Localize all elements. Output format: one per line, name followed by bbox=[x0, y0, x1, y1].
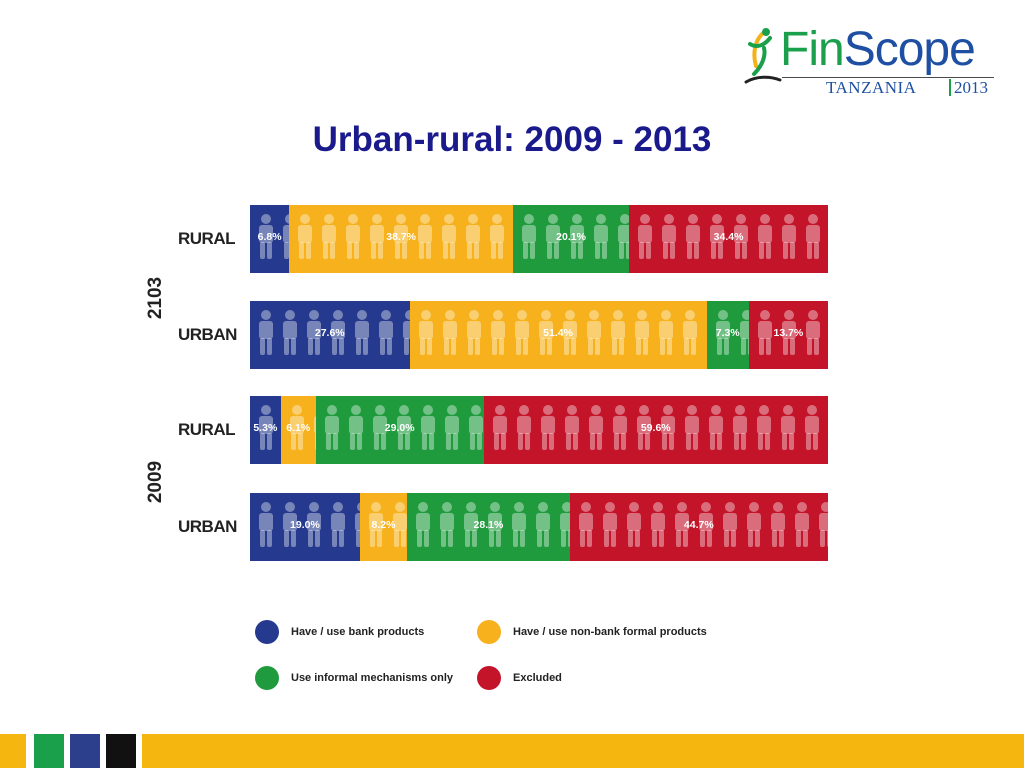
legend-swatch bbox=[477, 620, 501, 644]
year-label-2103: 2103 bbox=[145, 276, 167, 320]
data-label: 8.2% bbox=[371, 519, 396, 531]
logo-rule bbox=[782, 77, 994, 78]
bar-segment: 13.7% bbox=[748, 301, 828, 369]
chart-legend: Have / use bank products Have / use non-b… bbox=[255, 618, 775, 698]
finscope-logo: FinScope TANZANIA 2013 bbox=[742, 24, 1004, 98]
data-label: 13.7% bbox=[773, 327, 804, 339]
data-label: 5.3% bbox=[253, 422, 278, 434]
legend-swatch bbox=[255, 666, 279, 690]
bar-segment: 6.8% bbox=[250, 205, 290, 273]
stacked-bar-chart: 2103 RURAL 6.8% 38.7% 20.1% 34.4% URBAN 27.6% 51… bbox=[130, 195, 840, 575]
footer-bar bbox=[0, 734, 1024, 768]
data-label: 51.4% bbox=[543, 327, 573, 339]
bar-2103-urban: 27.6% 51.4% 7.3% 13.7% bbox=[250, 301, 828, 369]
data-label: 6.8% bbox=[257, 231, 282, 243]
legend-swatch bbox=[255, 620, 279, 644]
data-label: 34.4% bbox=[713, 231, 744, 243]
logo-year: 2013 bbox=[954, 78, 988, 97]
bar-segment: 38.7% bbox=[289, 205, 513, 273]
row-label-urban: URBAN bbox=[178, 325, 237, 344]
footer-gold-band bbox=[142, 734, 1024, 768]
data-label: 27.6% bbox=[314, 327, 345, 339]
legend-swatch bbox=[477, 666, 501, 690]
bar-segment: 7.3% bbox=[706, 301, 749, 369]
footer-navy-square bbox=[70, 734, 100, 768]
data-label: 44.7% bbox=[683, 519, 714, 531]
bar-segment: 29.0% bbox=[315, 396, 484, 464]
bar-segment: 6.1% bbox=[280, 396, 316, 464]
bar-segment: 8.2% bbox=[359, 493, 408, 561]
person-figure-icon bbox=[744, 28, 782, 84]
logo-separator bbox=[949, 79, 951, 96]
year-label-2009: 2009 bbox=[145, 460, 167, 504]
row-label-rural: RURAL bbox=[178, 229, 236, 248]
data-label: 20.1% bbox=[556, 231, 586, 243]
footer-green-square bbox=[34, 734, 64, 768]
bar-2103-rural: 6.8% 38.7% 20.1% 34.4% bbox=[250, 205, 828, 273]
legend-label: Excluded bbox=[513, 672, 562, 684]
logo-country: TANZANIA bbox=[826, 78, 917, 97]
bar-segment: 19.0% bbox=[250, 493, 360, 561]
bar-segment: 27.6% bbox=[250, 301, 410, 369]
data-label: 38.7% bbox=[386, 231, 417, 243]
bar-segment: 28.1% bbox=[407, 493, 570, 561]
legend-label: Have / use bank products bbox=[291, 626, 425, 638]
data-label: 59.6% bbox=[640, 422, 671, 434]
bar-segment: 20.1% bbox=[512, 205, 630, 273]
page-title: Urban-rural: 2009 - 2013 bbox=[312, 120, 712, 159]
bar-2009-rural: 5.3% 6.1% 29.0% 59.6% bbox=[250, 396, 828, 464]
data-label: 7.3% bbox=[715, 327, 740, 339]
bar-segment: 51.4% bbox=[409, 301, 707, 369]
bar-segment: 5.3% bbox=[250, 396, 281, 464]
bar-segment: 59.6% bbox=[483, 396, 828, 464]
legend-label: Have / use non-bank formal products bbox=[513, 626, 707, 638]
data-label: 6.1% bbox=[286, 422, 311, 434]
logo-wordmark: FinScope bbox=[780, 23, 976, 76]
data-label: 29.0% bbox=[384, 422, 415, 434]
footer-black-square bbox=[106, 734, 136, 768]
row-label-rural: RURAL bbox=[178, 420, 236, 439]
data-label: 28.1% bbox=[473, 519, 504, 531]
data-label: 19.0% bbox=[290, 519, 320, 531]
bar-segment: 34.4% bbox=[629, 205, 828, 273]
bar-segment: 44.7% bbox=[569, 493, 828, 561]
row-label-urban: URBAN bbox=[178, 517, 237, 536]
footer-gold-left bbox=[0, 734, 26, 768]
bar-2009-urban: 19.0% 8.2% 28.1% 44.7% bbox=[250, 493, 828, 561]
legend-label: Use informal mechanisms only bbox=[291, 672, 453, 684]
